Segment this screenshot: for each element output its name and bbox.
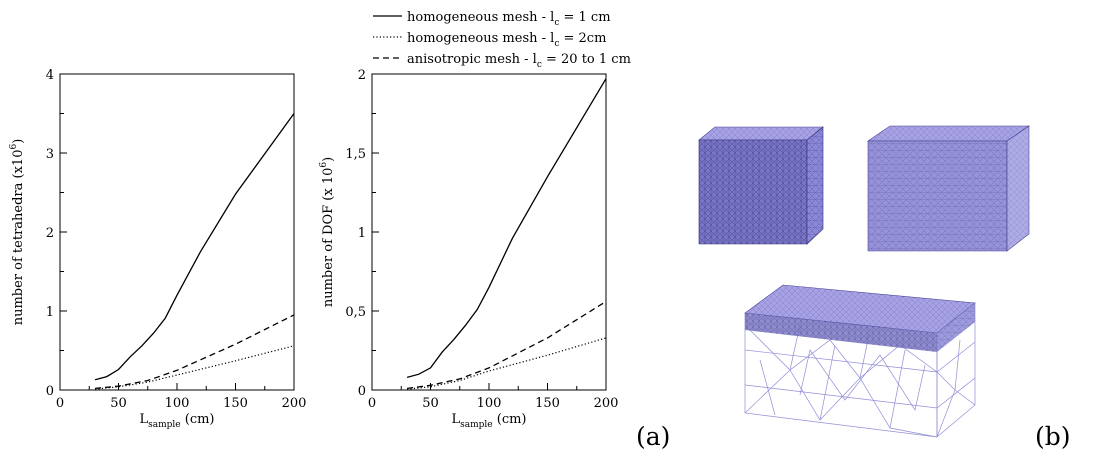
x-tick-label: 150	[535, 396, 560, 411]
legend-label-1: homogeneous mesh - lc = 1 cm	[407, 10, 611, 28]
plot-frame	[59, 73, 295, 391]
series-line-dotted	[95, 345, 295, 390]
panel-label-a: (a)	[636, 422, 670, 451]
mesh-anisotropic-slab-image	[744, 284, 976, 438]
tick-group: 0 50 100 150 200 0 1 2 3 4	[46, 68, 307, 411]
x-axis-label: Lsample (cm)	[139, 412, 214, 430]
x-axis-label: Lsample (cm)	[451, 412, 526, 430]
x-tick-label: 50	[110, 396, 127, 411]
x-tick-label: 0	[368, 396, 376, 411]
y-tick-label: 2	[358, 68, 366, 83]
x-tick-label: 150	[223, 396, 248, 411]
y-axis-label: number of DOF (x 106)	[319, 157, 336, 307]
x-tick-label: 100	[165, 396, 190, 411]
y-tick-label: 1,5	[345, 147, 366, 162]
y-tick-label: 0,5	[345, 305, 366, 320]
y-tick-label: 1	[46, 305, 54, 320]
series-group	[94, 113, 295, 390]
y-tick-label: 1	[358, 226, 366, 241]
mesh-cube-wide-image	[867, 125, 1030, 252]
y-tick-label: 2	[46, 226, 54, 241]
x-tick-label: 50	[422, 396, 439, 411]
tick-group: 0 50 100 150 200 0 0,5 1 1,5 2	[345, 68, 618, 411]
series-group	[406, 78, 607, 390]
series-line-dashed	[407, 300, 607, 390]
x-tick-label: 100	[477, 396, 502, 411]
series-line-dotted	[407, 337, 607, 390]
series-line-solid	[94, 113, 295, 381]
y-tick-label: 0	[46, 384, 54, 399]
mesh-cube-tall-image	[698, 126, 824, 245]
y-tick-label: 0	[358, 384, 366, 399]
legend-label-3: anisotropic mesh - lc = 20 to 1 cm	[407, 52, 631, 70]
plot-frame	[371, 73, 607, 391]
chart-dof: 0 50 100 150 200 0 0,5 1 1,5 2 Lsample (cm) numbe…	[319, 68, 618, 430]
series-line-dashed	[95, 314, 295, 390]
legend: homogeneous mesh - lc = 1 cm homogeneous…	[373, 10, 631, 70]
legend-label-2: homogeneous mesh - lc = 2cm	[407, 31, 606, 49]
x-tick-label: 200	[282, 396, 307, 411]
chart-tetrahedra: 0 50 100 150 200 0 1 2 3 4 Lsample (cm) number of…	[9, 68, 306, 430]
y-axis-label: number of tetrahedra (x106)	[9, 139, 26, 326]
x-tick-label: 200	[594, 396, 619, 411]
y-tick-label: 3	[46, 147, 54, 162]
x-tick-label: 0	[56, 396, 64, 411]
panel-label-b: (b)	[1035, 422, 1071, 451]
y-tick-label: 4	[46, 68, 54, 83]
series-line-solid	[406, 78, 607, 379]
